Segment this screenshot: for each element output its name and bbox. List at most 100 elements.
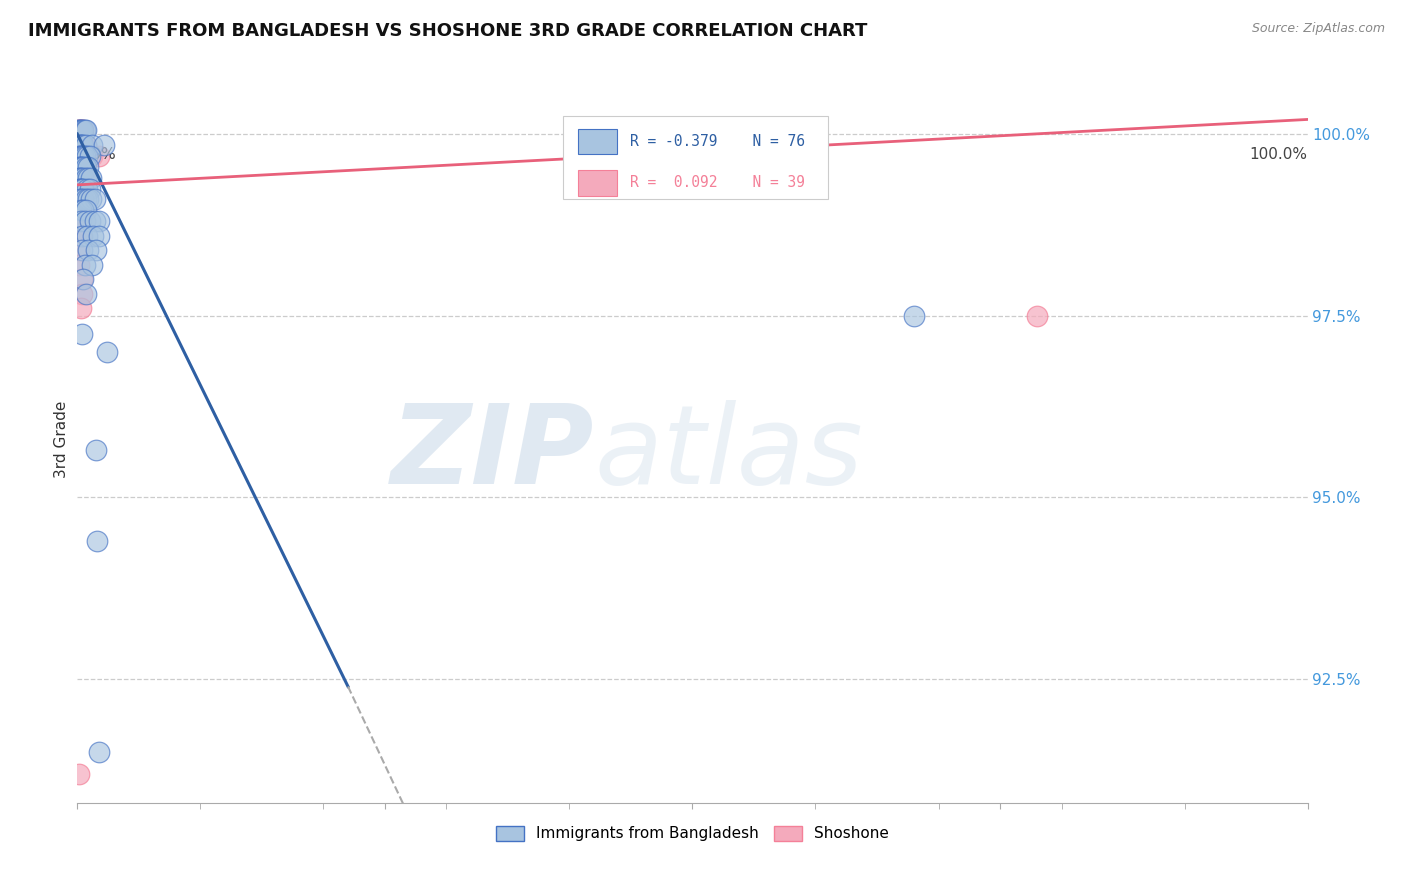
- Point: [73, 160, 96, 174]
- Point: [69, 160, 91, 174]
- Point: [69, 193, 91, 207]
- Point: [70, 244, 93, 258]
- Point: [69, 193, 91, 207]
- Point: [75, 193, 97, 207]
- Text: Source: ZipAtlas.com: Source: ZipAtlas.com: [1251, 22, 1385, 36]
- Point: [67, 160, 90, 174]
- Point: [75, 170, 97, 185]
- Y-axis label: 3rd Grade: 3rd Grade: [53, 401, 69, 478]
- Point: [70, 193, 93, 207]
- Point: [70, 170, 93, 185]
- Text: 100.0%: 100.0%: [1250, 147, 1308, 162]
- Point: [70, 123, 93, 137]
- Point: [67, 123, 90, 137]
- Point: [69, 149, 91, 163]
- Point: [75, 137, 97, 152]
- Point: [75, 170, 97, 185]
- Point: [67, 181, 90, 195]
- Point: [86, 534, 108, 549]
- Point: [72, 137, 94, 152]
- Point: [67, 160, 90, 174]
- Point: [70, 203, 93, 218]
- Point: [77, 193, 100, 207]
- Point: [70, 214, 93, 228]
- Point: [80, 170, 103, 185]
- Point: [75, 137, 97, 152]
- Point: [72, 160, 94, 174]
- Point: [79, 181, 101, 195]
- Point: [77, 170, 100, 185]
- Point: [89, 214, 111, 228]
- Point: [76, 181, 98, 195]
- Point: [73, 258, 96, 272]
- Point: [82, 137, 104, 152]
- Text: 0.0%: 0.0%: [77, 147, 117, 162]
- Point: [69, 221, 91, 235]
- Point: [69, 142, 91, 156]
- Point: [79, 214, 101, 228]
- Point: [72, 123, 94, 137]
- Point: [69, 170, 91, 185]
- Point: [70, 137, 93, 152]
- Point: [89, 228, 111, 243]
- Point: [89, 745, 111, 759]
- Point: [70, 160, 93, 174]
- Point: [70, 137, 93, 152]
- Point: [70, 137, 93, 152]
- Point: [70, 286, 93, 301]
- Legend: Immigrants from Bangladesh, Shoshone: Immigrants from Bangladesh, Shoshone: [491, 820, 894, 847]
- Point: [67, 170, 90, 185]
- Point: [89, 149, 111, 163]
- Point: [77, 160, 100, 174]
- Point: [69, 149, 91, 163]
- Point: [75, 286, 97, 301]
- Point: [67, 137, 90, 152]
- Point: [75, 203, 97, 218]
- Point: [69, 123, 91, 137]
- Point: [70, 207, 93, 221]
- Point: [1026, 309, 1049, 323]
- Text: IMMIGRANTS FROM BANGLADESH VS SHOSHONE 3RD GRADE CORRELATION CHART: IMMIGRANTS FROM BANGLADESH VS SHOSHONE 3…: [28, 22, 868, 40]
- Text: atlas: atlas: [595, 401, 863, 508]
- Point: [70, 181, 93, 195]
- Point: [70, 228, 93, 243]
- Point: [84, 244, 107, 258]
- Point: [903, 309, 925, 323]
- Point: [70, 149, 93, 163]
- Point: [70, 272, 93, 286]
- Text: R = -0.379    N = 76: R = -0.379 N = 76: [630, 135, 804, 150]
- Point: [67, 149, 90, 163]
- Point: [70, 123, 93, 137]
- Point: [67, 123, 90, 137]
- Point: [76, 228, 98, 243]
- Point: [75, 160, 97, 174]
- Point: [73, 123, 96, 137]
- Point: [70, 149, 93, 163]
- Point: [69, 181, 91, 195]
- Point: [73, 149, 96, 163]
- Point: [67, 137, 90, 152]
- Point: [72, 203, 94, 218]
- Point: [82, 149, 104, 163]
- Point: [70, 301, 93, 316]
- Point: [70, 123, 93, 137]
- Point: [72, 149, 94, 163]
- Bar: [578, 128, 617, 154]
- Point: [69, 123, 91, 137]
- Point: [70, 326, 93, 341]
- Point: [70, 228, 93, 243]
- Point: [96, 345, 118, 359]
- FancyBboxPatch shape: [564, 116, 828, 200]
- Point: [70, 181, 93, 195]
- Point: [69, 181, 91, 195]
- Point: [84, 443, 107, 458]
- Point: [67, 244, 90, 258]
- Point: [67, 149, 90, 163]
- Point: [75, 123, 97, 137]
- Point: [72, 137, 94, 152]
- Point: [67, 258, 90, 272]
- Point: [66, 123, 89, 137]
- Point: [70, 181, 93, 195]
- Point: [72, 193, 94, 207]
- Point: [93, 137, 115, 152]
